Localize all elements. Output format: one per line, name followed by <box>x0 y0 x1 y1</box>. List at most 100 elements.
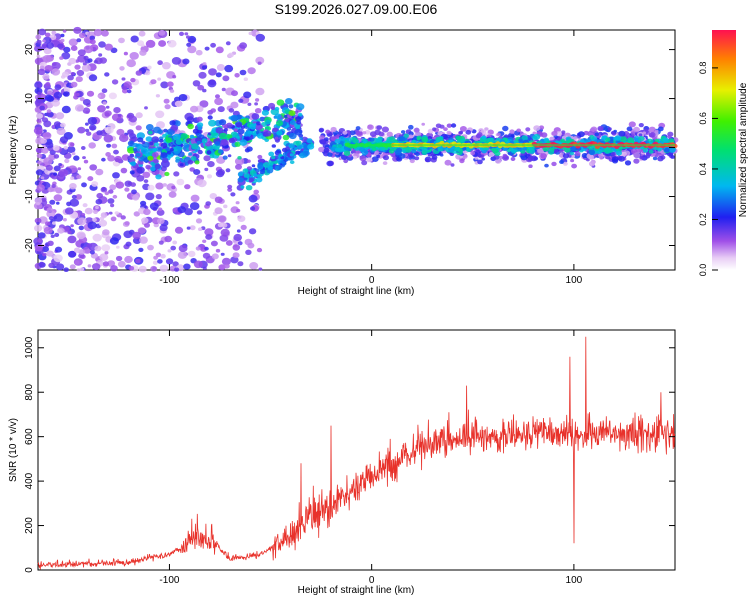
spectrogram-cell <box>100 212 108 218</box>
spectrogram-cell <box>196 116 203 122</box>
spectrogram-cell <box>165 258 174 265</box>
spectrogram-cell <box>202 252 211 259</box>
spectrogram-cell <box>59 56 64 60</box>
snr-ytick-label: 1000 <box>24 336 35 359</box>
spectrogram-cell <box>167 39 177 48</box>
spectrogram-cell <box>175 159 180 163</box>
spectrogram-cell <box>405 147 412 153</box>
spectrogram-cell <box>223 128 228 132</box>
spectrogram-cell <box>238 172 244 177</box>
spectrogram-cell <box>210 42 217 48</box>
spectrogram-cell <box>49 34 57 41</box>
spectrogram-cell <box>169 120 176 126</box>
spectrogram-cell <box>162 157 169 163</box>
spectrogram-cell <box>193 260 203 269</box>
spectrogram-cell <box>338 136 345 142</box>
spectrogram-cell <box>362 131 367 135</box>
spectrogram-cell <box>184 184 191 190</box>
spectrogram-cell <box>159 264 169 272</box>
spectrogram-cell <box>307 143 315 150</box>
spectrogram-cell <box>70 81 78 88</box>
spectrogram-cell <box>196 210 203 215</box>
spectrogram-cell <box>289 160 295 165</box>
spectrogram-cell <box>638 123 644 128</box>
spectrogram-cell <box>235 164 242 170</box>
spectrogram-cell <box>222 75 230 82</box>
spectrogram-cell <box>215 170 225 178</box>
spectrogram-cell <box>77 167 82 171</box>
spectrogram-cell <box>401 130 406 134</box>
spectrogram-cell <box>71 194 77 200</box>
spectrogram-cell <box>642 131 646 135</box>
spectrogram-cell <box>179 163 184 167</box>
spectrogram-cell <box>46 111 52 117</box>
spectrogram-cell <box>220 139 229 146</box>
spectrogram-cell <box>361 149 369 156</box>
spectrogram-cell <box>247 67 256 75</box>
spectrogram-cell <box>128 266 135 271</box>
spectrogram-cell <box>276 130 283 136</box>
spectrogram-cell <box>55 263 65 271</box>
spectrogram-cell <box>217 106 225 113</box>
spectrogram-cell <box>44 32 51 38</box>
spectrogram-cell <box>49 199 56 205</box>
spectrogram-cell <box>107 260 116 267</box>
spectrogram-cell <box>255 87 265 96</box>
spectrogram-cell <box>254 108 262 114</box>
spectrogram-cell <box>93 60 98 64</box>
spectrogram-cell <box>155 252 162 258</box>
spectrogram-cell <box>83 55 89 61</box>
spectrogram-cell <box>454 146 460 152</box>
spectrogram-cell <box>95 168 104 176</box>
spectrogram-cell <box>35 147 44 154</box>
spectrogram-cell <box>151 136 160 143</box>
spectrogram-cell <box>218 264 226 271</box>
spectrogram-cell <box>206 150 212 155</box>
spectrogram-cell <box>111 143 118 149</box>
spectrogram-cell <box>435 123 442 129</box>
spectrogram-cell <box>245 249 252 255</box>
spectrogram-cell <box>40 138 47 144</box>
snr-xtick-label: 100 <box>566 575 583 586</box>
spectrogram-cell <box>251 113 260 120</box>
spectrogram-cell <box>144 222 150 228</box>
spectrogram-cell <box>214 196 223 204</box>
spectrogram-cell <box>61 105 71 114</box>
spectrogram-cell <box>237 156 242 160</box>
spectrogram-cell <box>147 65 152 70</box>
spectrogram-cell <box>648 126 656 133</box>
spectrogram-cell <box>202 62 207 66</box>
spectrogram-cell <box>172 75 177 79</box>
spectrogram-cell <box>152 147 158 153</box>
spectrogram-cell <box>204 228 214 236</box>
spectrogram-cell <box>559 160 564 164</box>
spectrogram-cell <box>40 176 45 180</box>
spectrogram-cell <box>203 155 211 162</box>
spectrogram-cell <box>588 149 596 155</box>
spectrogram-cell <box>215 72 222 78</box>
spectrogram-cell <box>218 149 224 154</box>
spectrogram-cell <box>63 92 68 97</box>
spectrogram-cell <box>162 61 171 70</box>
spectrogram-cell <box>168 191 177 198</box>
spectrogram-cell <box>228 52 234 58</box>
spectrogram-cell <box>142 171 151 178</box>
spectrogram-cell <box>92 217 97 222</box>
spectrogram-cell <box>186 42 192 47</box>
spectrogram-cell <box>53 194 63 202</box>
spectrogram-cell <box>52 145 60 151</box>
spectrogram-cell <box>53 91 63 99</box>
spectrogram-cell <box>46 207 54 213</box>
spectrogram-cell <box>624 160 632 166</box>
spectrogram-cell <box>551 161 557 167</box>
spectrogram-cell <box>194 160 200 165</box>
spectrogram-cell <box>174 100 183 107</box>
spectrogram-cell <box>75 76 83 83</box>
spectrogram-cell <box>69 183 77 190</box>
spectrogram-cell <box>634 138 639 143</box>
spectrogram-cell <box>285 98 293 105</box>
spectrogram-cell <box>42 252 47 257</box>
spectrogram-cell <box>36 39 42 44</box>
spectrogram-cell <box>139 236 148 244</box>
spectrogram-cell <box>424 156 432 163</box>
